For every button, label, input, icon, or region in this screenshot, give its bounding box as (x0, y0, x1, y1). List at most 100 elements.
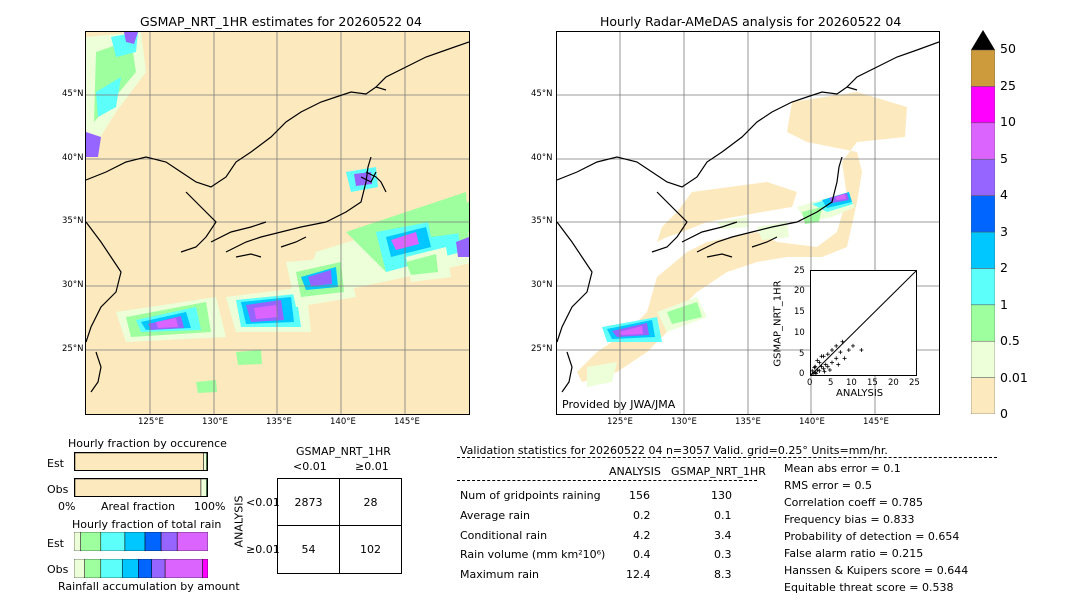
right-rain-fields (577, 92, 907, 387)
fraction-segment (203, 453, 207, 470)
contingency-cell-01: 28 (339, 478, 402, 526)
scatter-ytick-15: 15 (794, 307, 805, 317)
right-lat-30: 30°N (531, 280, 553, 290)
scatter-point (825, 364, 830, 369)
scatter-xtick-5: 5 (828, 378, 834, 388)
stat-gsmap-4: 8.3 (714, 568, 732, 581)
scatter-ylabel: GSMAP_NRT_1HR (772, 280, 784, 367)
right-lon-135: 135°E (735, 417, 761, 427)
cb-label-4: 4 (1000, 187, 1008, 202)
scatter-ytick-0: 0 (799, 369, 805, 379)
fraction-segment (124, 531, 146, 552)
right-lon-130: 130°E (671, 417, 697, 427)
scatter-point (815, 368, 820, 373)
scatter-point (827, 368, 832, 373)
scatter-point (813, 370, 818, 375)
cb-label-3: 3 (1000, 224, 1008, 239)
stat-gsmap-3: 0.3 (714, 548, 732, 561)
scatter-xtick-20: 20 (888, 378, 899, 388)
scatter-point (834, 343, 839, 348)
colorbar (970, 30, 996, 415)
validation-col-gsmap: GSMAP_NRT_1HR (671, 465, 766, 478)
stat-label-2: Conditional rain (460, 529, 548, 542)
colorbar-segment (970, 158, 996, 196)
score-4: Probability of detection = 0.654 (784, 530, 960, 543)
total-rain-est-label: Est (47, 537, 64, 550)
right-lat-40: 40°N (531, 153, 553, 163)
scatter-diagonal (810, 270, 917, 376)
scatter-point (815, 358, 820, 363)
cb-label-0.5: 0.5 (1000, 333, 1020, 348)
fraction-segment (206, 479, 207, 496)
colorbar-segment (970, 86, 996, 124)
fraction-segment (80, 531, 102, 552)
score-3: Frequency bias = 0.833 (784, 513, 915, 526)
occurrence-title: Hourly fraction by occurence (68, 437, 227, 450)
left-map-panel (85, 31, 470, 415)
fraction-segment (84, 558, 102, 579)
left-lat-45: 45°N (62, 89, 84, 99)
scatter-point (817, 368, 822, 373)
occurrence-axis-mid: Areal fraction (101, 500, 176, 513)
fraction-segment (176, 531, 209, 552)
colorbar-segment (970, 231, 996, 269)
cb-label-2: 2 (1000, 260, 1008, 275)
radar-credit: Provided by JWA/JMA (562, 398, 676, 411)
fraction-segment (73, 531, 81, 552)
right-lon-125: 125°E (607, 417, 633, 427)
left-lat-35: 35°N (62, 216, 84, 226)
contingency-col-0: <0.01 (293, 460, 327, 473)
occurrence-est-label: Est (47, 457, 64, 470)
right-lat-35: 35°N (531, 216, 553, 226)
contingency-row-0: <0.01 (246, 496, 280, 509)
total-rain-title: Hourly fraction of total rain (72, 518, 222, 531)
scatter-point (814, 371, 819, 376)
validation-dash-line (457, 457, 997, 458)
stat-gsmap-0: 130 (711, 489, 732, 502)
scatter-point (838, 350, 843, 355)
scatter-point (819, 364, 824, 369)
total-rain-footer: Rainfall accumulation by amount (58, 580, 240, 593)
left-gridlines (86, 32, 469, 414)
contingency-col-1: ≥0.01 (355, 460, 389, 473)
fraction-segment (200, 479, 207, 496)
left-map-canvas (86, 32, 469, 414)
stat-gsmap-1: 0.1 (714, 509, 732, 522)
cb-label-1: 1 (1000, 297, 1008, 312)
stat-analysis-0: 156 (629, 489, 650, 502)
scatter-xlabel: ANALYSIS (836, 388, 884, 399)
scatter-plot (810, 270, 917, 376)
fraction-segment (144, 531, 162, 552)
colorbar-segment (970, 49, 996, 87)
occurrence-axis-left: 0% (58, 500, 76, 513)
scatter-point (859, 348, 864, 353)
scatter-point (840, 339, 845, 344)
scatter-xtick-15: 15 (867, 378, 878, 388)
cb-label-10: 10 (1000, 114, 1016, 129)
fraction-segment (100, 558, 123, 579)
scatter-point (813, 364, 818, 369)
scatter-inset (810, 270, 917, 376)
left-lon-125: 125°E (138, 417, 164, 427)
contingency-cell-11: 102 (339, 525, 402, 574)
scatter-point (825, 352, 830, 357)
fraction-segment (138, 558, 152, 579)
stat-label-1: Average rain (460, 509, 530, 522)
scatter-xtick-0: 0 (807, 378, 813, 388)
scatter-point (834, 356, 839, 361)
scatter-point (821, 366, 826, 371)
occurrence-axis-right: 100% (194, 500, 226, 513)
cb-label-0: 0 (1000, 406, 1008, 421)
left-lat-25: 25°N (62, 344, 84, 354)
scatter-point (817, 360, 822, 365)
fraction-segment (206, 453, 207, 470)
scatter-ytick-20: 20 (794, 286, 805, 296)
fraction-segment (121, 558, 139, 579)
scatter-point (842, 356, 847, 361)
right-coastlines (557, 41, 939, 393)
scatter-point (851, 343, 855, 348)
stat-analysis-2: 4.2 (633, 529, 651, 542)
stat-analysis-4: 12.4 (626, 568, 651, 581)
left-lon-145: 145°E (394, 417, 420, 427)
scatter-point (836, 362, 841, 367)
